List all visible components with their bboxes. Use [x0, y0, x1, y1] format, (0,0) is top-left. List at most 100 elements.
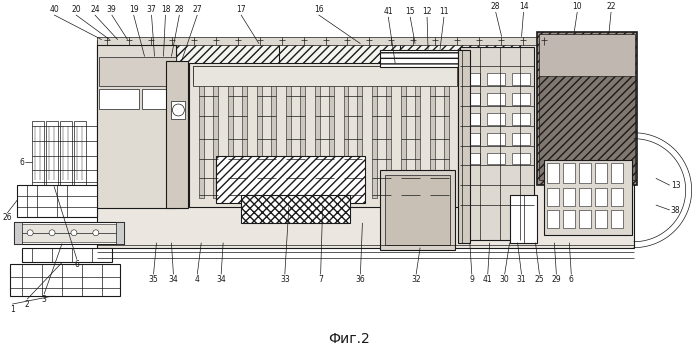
Bar: [462, 93, 480, 105]
Bar: [611, 188, 623, 206]
Text: 2: 2: [25, 299, 29, 309]
Bar: [512, 113, 530, 125]
Bar: [460, 47, 535, 240]
Bar: [540, 34, 635, 78]
Text: 12: 12: [422, 7, 432, 16]
Text: 40: 40: [49, 5, 59, 15]
Text: 27: 27: [192, 5, 202, 15]
Text: 28: 28: [491, 2, 500, 11]
Bar: [611, 210, 623, 228]
Bar: [99, 89, 138, 109]
Bar: [373, 84, 377, 198]
Bar: [176, 44, 343, 73]
Text: 32: 32: [411, 275, 421, 284]
Bar: [17, 185, 97, 217]
Bar: [329, 84, 333, 198]
Bar: [462, 113, 480, 125]
Bar: [458, 50, 470, 243]
Bar: [271, 84, 276, 198]
Bar: [430, 84, 435, 198]
Bar: [540, 76, 635, 180]
Bar: [547, 188, 559, 206]
Text: 16: 16: [314, 5, 324, 15]
Bar: [16, 224, 122, 242]
Bar: [74, 121, 86, 185]
Bar: [512, 93, 530, 105]
Bar: [189, 63, 458, 207]
Bar: [444, 84, 449, 198]
Bar: [538, 32, 637, 185]
Bar: [286, 84, 291, 198]
Text: 24: 24: [90, 5, 100, 15]
Bar: [194, 67, 457, 86]
Circle shape: [173, 104, 185, 116]
Text: 14: 14: [519, 2, 528, 11]
Text: 31: 31: [517, 275, 526, 284]
Bar: [142, 89, 176, 109]
Text: 1: 1: [10, 304, 15, 314]
Bar: [242, 84, 247, 198]
Bar: [300, 84, 305, 198]
Bar: [279, 44, 448, 68]
Text: 6: 6: [569, 275, 574, 284]
Bar: [512, 73, 530, 85]
Bar: [595, 188, 607, 206]
Bar: [563, 210, 575, 228]
Bar: [171, 101, 185, 119]
Bar: [14, 222, 124, 244]
Bar: [512, 133, 530, 145]
Bar: [462, 133, 480, 145]
Bar: [401, 44, 519, 65]
Text: 11: 11: [439, 7, 449, 16]
Text: 7: 7: [318, 275, 323, 284]
Bar: [216, 155, 366, 203]
Text: 28: 28: [175, 5, 184, 15]
Bar: [380, 50, 458, 67]
Bar: [357, 84, 362, 198]
Text: 10: 10: [572, 2, 582, 11]
Text: 4: 4: [195, 275, 200, 284]
Bar: [166, 62, 188, 208]
Bar: [547, 210, 559, 228]
Text: 35: 35: [149, 275, 159, 284]
Bar: [487, 73, 505, 85]
Bar: [487, 133, 505, 145]
Bar: [343, 84, 349, 198]
Bar: [487, 113, 505, 125]
Circle shape: [71, 230, 77, 236]
Text: 39: 39: [107, 5, 117, 15]
Bar: [97, 45, 176, 208]
Bar: [545, 160, 632, 235]
Text: 29: 29: [552, 275, 561, 284]
Bar: [401, 84, 406, 198]
Bar: [99, 57, 176, 86]
Text: 19: 19: [129, 5, 138, 15]
Text: 6: 6: [75, 260, 80, 269]
Bar: [510, 195, 538, 243]
Text: 25: 25: [535, 275, 545, 284]
Bar: [547, 164, 559, 183]
Text: 30: 30: [500, 275, 510, 284]
Bar: [595, 210, 607, 228]
Text: 22: 22: [606, 2, 616, 11]
Text: Фиг.2: Фиг.2: [329, 332, 370, 346]
Bar: [199, 84, 204, 198]
Bar: [563, 188, 575, 206]
Text: 37: 37: [147, 5, 157, 15]
Bar: [579, 164, 591, 183]
Bar: [213, 84, 218, 198]
Text: 38: 38: [671, 206, 680, 215]
Bar: [97, 37, 549, 45]
Bar: [385, 175, 450, 245]
Bar: [579, 188, 591, 206]
Circle shape: [27, 230, 33, 236]
Bar: [611, 164, 623, 183]
Bar: [14, 222, 22, 244]
Text: 41: 41: [384, 7, 393, 16]
Bar: [415, 84, 420, 198]
Bar: [46, 121, 58, 185]
Bar: [32, 121, 44, 185]
Text: 9: 9: [470, 275, 474, 284]
Bar: [579, 210, 591, 228]
Bar: [194, 67, 455, 84]
